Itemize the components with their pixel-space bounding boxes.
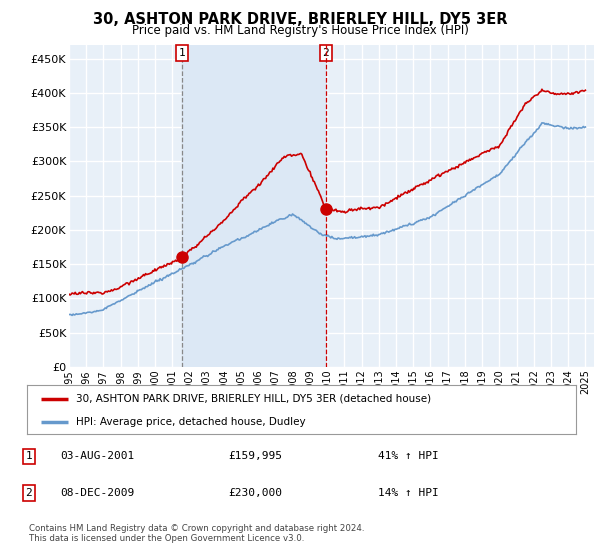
Bar (182, 45, 326, 367)
Text: 14% ↑ HPI: 14% ↑ HPI (378, 488, 439, 498)
Text: £159,995: £159,995 (228, 451, 282, 461)
Text: 08-DEC-2009: 08-DEC-2009 (60, 488, 134, 498)
Text: 1: 1 (179, 48, 185, 58)
Text: 2: 2 (25, 488, 32, 498)
Text: £230,000: £230,000 (228, 488, 282, 498)
Text: Contains HM Land Registry data © Crown copyright and database right 2024.: Contains HM Land Registry data © Crown c… (29, 524, 364, 533)
Text: 41% ↑ HPI: 41% ↑ HPI (378, 451, 439, 461)
Text: HPI: Average price, detached house, Dudley: HPI: Average price, detached house, Dudl… (76, 417, 306, 427)
Text: 30, ASHTON PARK DRIVE, BRIERLEY HILL, DY5 3ER: 30, ASHTON PARK DRIVE, BRIERLEY HILL, DY… (93, 12, 507, 27)
Text: 03-AUG-2001: 03-AUG-2001 (60, 451, 134, 461)
Text: Price paid vs. HM Land Registry's House Price Index (HPI): Price paid vs. HM Land Registry's House … (131, 24, 469, 37)
Text: 30, ASHTON PARK DRIVE, BRIERLEY HILL, DY5 3ER (detached house): 30, ASHTON PARK DRIVE, BRIERLEY HILL, DY… (76, 394, 431, 404)
Text: 2: 2 (323, 48, 329, 58)
Text: 1: 1 (25, 451, 32, 461)
Text: This data is licensed under the Open Government Licence v3.0.: This data is licensed under the Open Gov… (29, 534, 304, 543)
